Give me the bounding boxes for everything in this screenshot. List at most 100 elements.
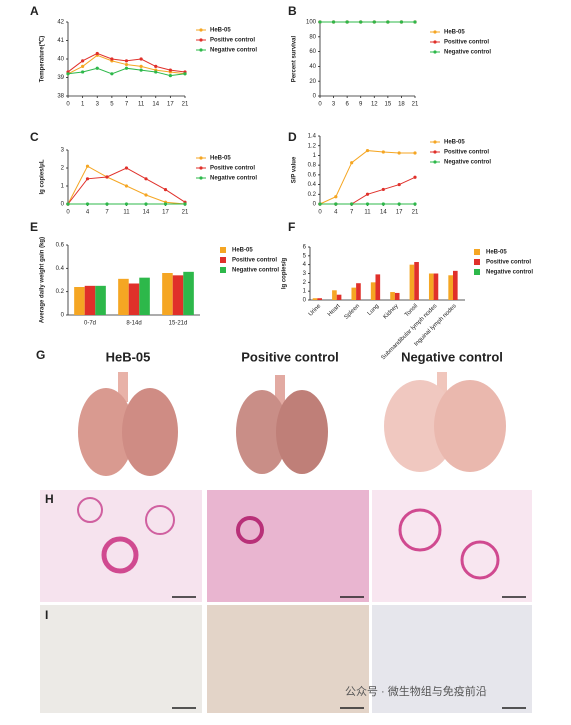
legend-marker xyxy=(199,38,203,42)
y-tick-label: 0 xyxy=(313,202,317,208)
y-tick-label: 0.8 xyxy=(308,163,317,169)
data-point xyxy=(154,64,158,68)
y-tick-label: 0 xyxy=(303,298,307,304)
legend-marker xyxy=(433,40,437,44)
legend-label: Negative control xyxy=(444,160,491,166)
x-tick-label: Heart xyxy=(327,303,342,318)
legend-swatch xyxy=(474,259,480,265)
bar xyxy=(84,285,96,315)
lung-photo xyxy=(78,372,178,476)
panel-label: C xyxy=(30,130,39,144)
bar xyxy=(409,264,415,300)
y-tick-label: 0.6 xyxy=(308,172,317,178)
legend-marker xyxy=(433,140,437,144)
x-tick-label: 7 xyxy=(105,210,109,216)
x-tick-label: 0 xyxy=(318,102,322,108)
y-axis-title: Average daily weight gain (kg) xyxy=(40,237,46,323)
y-tick-label: 41 xyxy=(57,38,64,44)
data-point xyxy=(124,184,129,188)
x-tick-label: 3 xyxy=(332,102,336,108)
bar xyxy=(452,270,458,300)
legend-label: Negative control xyxy=(210,176,257,182)
x-tick-label: 0 xyxy=(66,102,70,108)
legend-label: Negative control xyxy=(444,50,491,56)
x-tick-label: 14 xyxy=(143,210,150,216)
data-point xyxy=(163,202,168,206)
x-tick-label: 5 xyxy=(110,102,114,108)
data-point xyxy=(413,151,417,155)
x-tick-label: 11 xyxy=(364,210,371,216)
legend-label: Positive control xyxy=(444,40,489,46)
data-point xyxy=(168,68,172,72)
x-tick-label: 7 xyxy=(350,210,354,216)
data-point xyxy=(413,20,417,24)
y-axis-title: Percent survival xyxy=(292,35,298,82)
y-tick-label: 4 xyxy=(303,262,307,268)
series-line xyxy=(320,176,416,205)
y-tick-label: 0.4 xyxy=(308,182,317,188)
y-tick-label: 42 xyxy=(57,20,64,26)
data-point xyxy=(397,182,401,187)
data-point xyxy=(85,202,90,206)
lung-photo xyxy=(384,372,506,472)
legend-label: Positive control xyxy=(210,166,255,172)
y-tick-label: 60 xyxy=(309,49,316,55)
data-point xyxy=(359,20,363,24)
ihc-image xyxy=(40,605,532,713)
data-point xyxy=(81,70,85,74)
data-point xyxy=(66,202,70,206)
data-point xyxy=(105,175,109,179)
y-tick-label: 1.4 xyxy=(308,134,317,140)
legend-marker xyxy=(199,166,203,170)
data-point xyxy=(110,72,114,76)
y-axis-title: Temperature(℃) xyxy=(39,36,46,83)
data-point xyxy=(163,188,168,192)
x-tick-label: 4 xyxy=(86,210,90,216)
legend-label: Negative control xyxy=(486,270,533,276)
y-tick-label: 0.2 xyxy=(308,192,317,198)
x-tick-label: 18 xyxy=(398,102,405,108)
data-point xyxy=(66,72,70,76)
legend-marker xyxy=(199,156,203,160)
y-tick-label: 100 xyxy=(306,20,317,26)
data-point xyxy=(413,175,417,179)
x-tick-label: 3 xyxy=(96,102,100,108)
bar xyxy=(351,287,357,300)
legend-label: Positive control xyxy=(486,260,531,266)
x-tick-label: 21 xyxy=(412,102,419,108)
panel-label: E xyxy=(30,220,38,234)
data-point xyxy=(81,59,85,63)
data-point xyxy=(124,62,129,67)
legend-marker xyxy=(433,30,437,34)
legend-label: HeB-05 xyxy=(210,28,231,34)
data-point xyxy=(386,20,390,24)
x-tick-label: 21 xyxy=(182,210,189,216)
data-point xyxy=(365,148,370,153)
x-tick-label: 6 xyxy=(345,102,349,108)
bar xyxy=(394,292,400,300)
bar xyxy=(183,271,194,315)
bar xyxy=(428,273,434,300)
y-tick-label: 80 xyxy=(309,34,316,40)
data-point xyxy=(144,193,148,197)
bar xyxy=(172,275,184,315)
series-line xyxy=(319,150,415,205)
legend-marker xyxy=(199,28,203,32)
data-point xyxy=(105,202,109,206)
data-point xyxy=(183,202,187,206)
bar xyxy=(118,278,129,315)
x-tick-label: 14 xyxy=(380,210,387,216)
y-tick-label: 0 xyxy=(313,94,317,100)
bar xyxy=(370,282,376,300)
legend-marker xyxy=(433,160,437,164)
data-point xyxy=(85,164,90,168)
data-point xyxy=(350,202,354,206)
x-tick-label: Spleen xyxy=(344,303,361,320)
legend-label: HeB-05 xyxy=(486,250,507,256)
y-tick-label: 5 xyxy=(303,253,307,259)
legend-label: HeB-05 xyxy=(444,140,465,146)
data-point xyxy=(397,151,401,155)
y-tick-label: 3 xyxy=(61,148,65,154)
legend-label: Negative control xyxy=(232,268,279,274)
y-axis-title: S/P value xyxy=(292,156,298,183)
